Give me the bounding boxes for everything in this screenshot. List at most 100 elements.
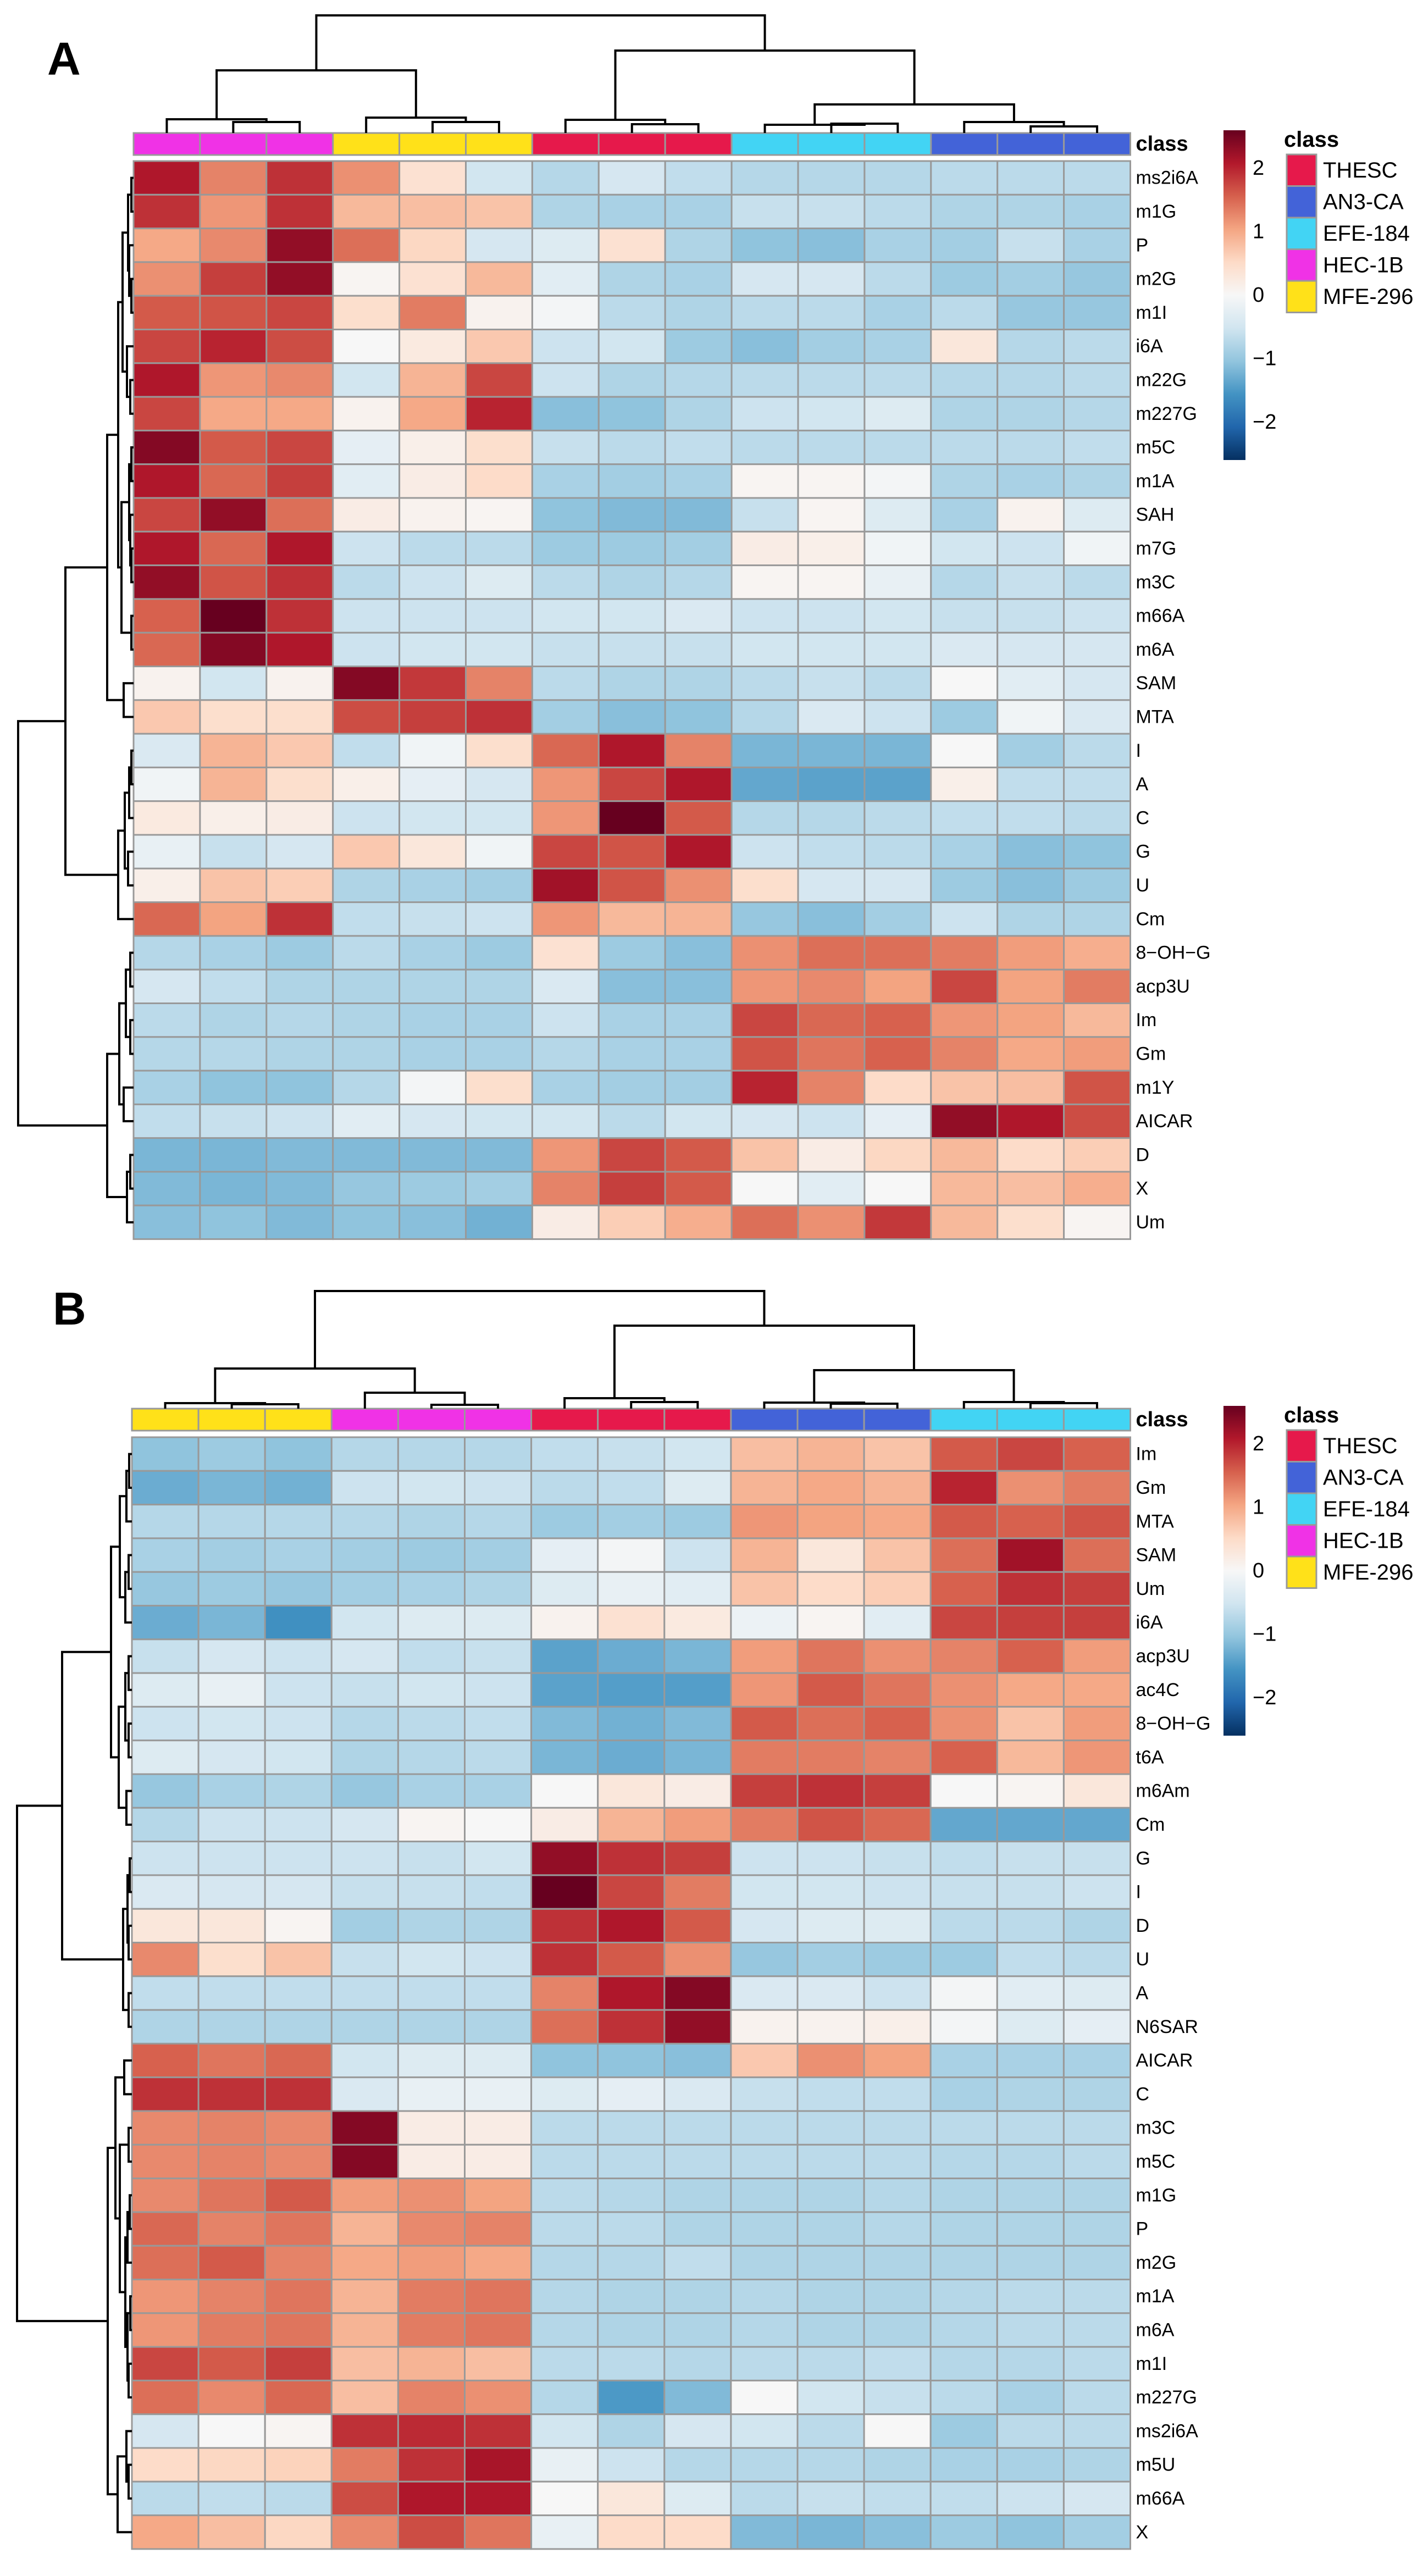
heatmap-cell: [264, 2042, 333, 2079]
class-annotation-cell: [996, 132, 1065, 156]
heatmap-cell: [264, 1841, 333, 1876]
heatmap-cell: [929, 2514, 998, 2550]
heatmap-cell: [264, 1942, 333, 1977]
heatmap-cell: [796, 1841, 865, 1876]
heatmap-cell: [730, 1204, 799, 1240]
heatmap-cell: [398, 901, 467, 937]
heatmap-cell: [863, 2447, 932, 2483]
heatmap-cell: [197, 2110, 266, 2146]
heatmap-cell: [1062, 2413, 1132, 2449]
heatmap-cell: [929, 1672, 998, 1708]
heatmap-cell: [597, 564, 666, 600]
heatmap-cell: [330, 1841, 399, 1876]
row-label: m66A: [1136, 606, 1185, 627]
heatmap-cell: [797, 228, 866, 263]
row-label: m66A: [1136, 2488, 1185, 2509]
heatmap-cell: [131, 2211, 200, 2247]
heatmap-cell: [131, 2480, 200, 2517]
heatmap-cell: [796, 1571, 865, 1606]
heatmap-cell: [730, 699, 799, 735]
class-annotation-bar: [131, 1408, 1132, 1432]
class-annotation-cell: [197, 1408, 266, 1432]
heatmap-cell: [597, 261, 666, 297]
heatmap-cell: [1063, 193, 1131, 230]
heatmap-cell: [199, 295, 268, 331]
heatmap-cell: [664, 867, 733, 904]
row-label: acp3U: [1136, 976, 1190, 997]
heatmap-cell: [464, 1740, 533, 1775]
heatmap-cell: [264, 1773, 333, 1809]
heatmap-cell: [332, 362, 401, 398]
heatmap-cell: [664, 1103, 733, 1139]
annotation-label: class: [1136, 132, 1188, 156]
class-legend-label: AN3-CA: [1323, 1466, 1404, 1490]
heatmap-cell: [797, 1103, 866, 1139]
heatmap-cell: [730, 497, 799, 533]
class-annotation-cell: [131, 1408, 200, 1432]
dendrogram-branch: [564, 119, 667, 133]
heatmap-cell: [929, 2143, 998, 2180]
heatmap-cell: [863, 1705, 932, 1742]
class-legend-label: THESC: [1323, 158, 1398, 182]
heatmap-cell: [465, 1036, 533, 1072]
heatmap-cell: [797, 429, 866, 466]
heatmap-cell: [797, 901, 866, 937]
heatmap-cell: [398, 733, 467, 768]
heatmap-cell: [996, 2447, 1065, 2483]
heatmap-cell: [597, 228, 666, 263]
heatmap-cell: [465, 766, 533, 802]
heatmap-cell: [197, 1705, 266, 1742]
heatmap-cell: [597, 867, 666, 904]
heatmap-cell: [930, 329, 999, 364]
heatmap-cell: [863, 1638, 932, 1674]
heatmap-cell: [730, 2076, 799, 2112]
heatmap-cell: [996, 2245, 1065, 2280]
class-legend-swatch: [1286, 153, 1317, 187]
heatmap-cell: [265, 295, 334, 331]
heatmap-cell: [531, 193, 600, 230]
heatmap-cell: [1062, 1740, 1132, 1775]
heatmap-cell: [597, 666, 666, 701]
heatmap-cell: [730, 2480, 799, 2517]
heatmap-cell: [465, 160, 533, 196]
heatmap-cell: [398, 160, 467, 196]
heatmap-cell: [264, 1504, 333, 1539]
heatmap-cell: [930, 295, 999, 331]
heatmap-cell: [132, 261, 201, 297]
heatmap-cell: [264, 2009, 333, 2045]
row-label: i6A: [1136, 1612, 1163, 1633]
heatmap-cell: [863, 261, 932, 297]
heatmap-cell: [397, 1537, 466, 1573]
heatmap-cell: [796, 2379, 865, 2416]
colorbar-tick-label: −1: [1253, 347, 1276, 370]
heatmap-cell: [464, 2379, 533, 2416]
heatmap-cell: [530, 1504, 599, 1539]
class-legend-label: THESC: [1323, 1434, 1398, 1458]
heatmap-cell: [265, 800, 334, 836]
heatmap-cell: [996, 2211, 1065, 2247]
heatmap-cell: [597, 1504, 666, 1539]
class-legend-swatch: [1286, 280, 1317, 313]
heatmap-cell: [863, 362, 932, 398]
row-label: N6SAR: [1136, 2017, 1198, 2037]
heatmap-cell: [597, 1672, 666, 1708]
heatmap-cell: [332, 867, 401, 904]
heatmap-cell: [530, 2312, 599, 2348]
colorbar-legend: 2 1 0 −1 −2: [1223, 1406, 1276, 1736]
heatmap-cell: [797, 800, 866, 836]
heatmap-cell: [265, 429, 334, 466]
heatmap-cells: [131, 1436, 1132, 2550]
heatmap-cell: [265, 1002, 334, 1038]
heatmap-cell: [863, 295, 932, 331]
heatmap-cell: [929, 2178, 998, 2213]
heatmap-cell: [663, 1638, 732, 1674]
row-label: m5U: [1136, 2455, 1176, 2475]
heatmap-cell: [265, 1137, 334, 1173]
colorbar-tick-label: 2: [1253, 1432, 1264, 1455]
heatmap-cell: [330, 2143, 399, 2180]
class-annotation-cell: [530, 1408, 599, 1432]
heatmap-cell: [330, 1537, 399, 1573]
heatmap-cell: [332, 530, 401, 567]
heatmap-cell: [797, 834, 866, 869]
